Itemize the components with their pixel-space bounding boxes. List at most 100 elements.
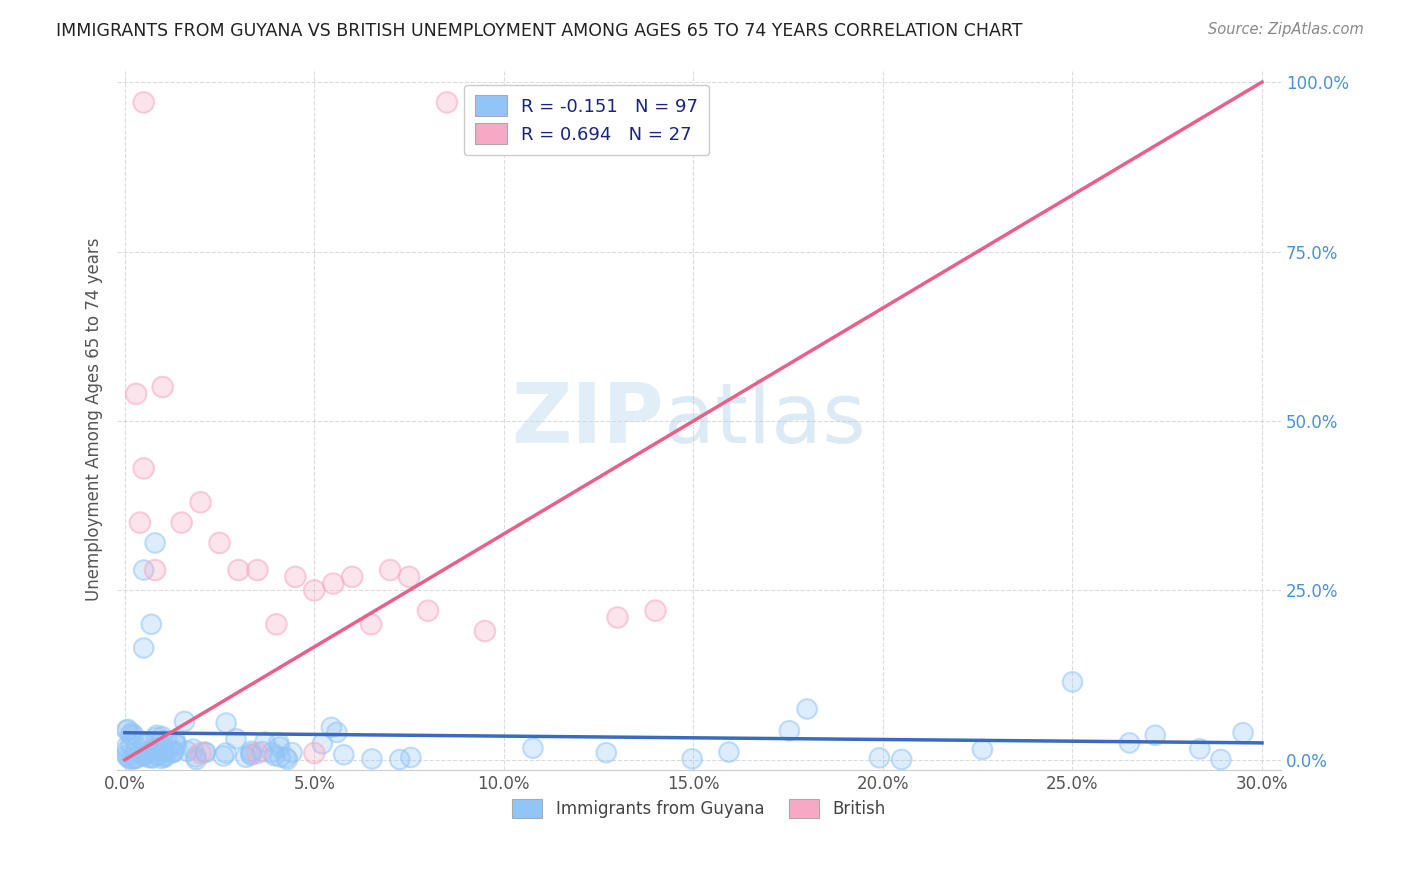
Point bbox=[125, 751, 148, 765]
Point bbox=[225, 731, 247, 746]
Point bbox=[181, 742, 204, 756]
Point bbox=[156, 733, 179, 747]
Point bbox=[321, 720, 343, 734]
Point bbox=[246, 563, 269, 577]
Point bbox=[145, 731, 167, 745]
Point bbox=[120, 752, 142, 766]
Point bbox=[253, 735, 276, 749]
Point bbox=[284, 570, 307, 584]
Point bbox=[796, 702, 818, 716]
Point bbox=[326, 725, 349, 739]
Point bbox=[152, 742, 174, 756]
Point bbox=[132, 640, 155, 655]
Point bbox=[215, 716, 238, 731]
Point bbox=[250, 745, 273, 759]
Point bbox=[360, 617, 382, 632]
Point bbox=[125, 740, 148, 755]
Point bbox=[146, 747, 169, 762]
Point bbox=[125, 387, 148, 401]
Point bbox=[148, 737, 170, 751]
Point bbox=[398, 570, 420, 584]
Point bbox=[165, 733, 187, 747]
Point bbox=[361, 752, 384, 766]
Point bbox=[263, 748, 285, 763]
Point bbox=[436, 95, 458, 110]
Point bbox=[240, 744, 263, 758]
Point bbox=[132, 748, 155, 763]
Point bbox=[166, 738, 188, 752]
Point bbox=[1118, 736, 1140, 750]
Point bbox=[304, 583, 326, 598]
Point bbox=[1118, 736, 1140, 750]
Point bbox=[125, 387, 148, 401]
Point bbox=[595, 746, 617, 760]
Point bbox=[150, 751, 173, 765]
Point bbox=[778, 723, 800, 738]
Text: atlas: atlas bbox=[664, 379, 866, 459]
Point bbox=[260, 746, 283, 760]
Point bbox=[184, 750, 207, 764]
Point bbox=[115, 723, 138, 738]
Point bbox=[186, 752, 208, 766]
Point bbox=[121, 752, 143, 766]
Point bbox=[141, 617, 163, 632]
Point bbox=[972, 742, 994, 756]
Point bbox=[152, 746, 174, 760]
Point bbox=[321, 720, 343, 734]
Point bbox=[134, 748, 156, 763]
Point bbox=[156, 733, 179, 747]
Point bbox=[117, 750, 139, 764]
Point bbox=[436, 95, 458, 110]
Point bbox=[215, 746, 238, 760]
Point bbox=[796, 702, 818, 716]
Point bbox=[522, 741, 544, 756]
Point bbox=[132, 461, 155, 475]
Point bbox=[120, 728, 142, 742]
Text: IMMIGRANTS FROM GUYANA VS BRITISH UNEMPLOYMENT AMONG AGES 65 TO 74 YEARS CORRELA: IMMIGRANTS FROM GUYANA VS BRITISH UNEMPL… bbox=[56, 22, 1022, 40]
Point bbox=[150, 730, 173, 744]
Point bbox=[1062, 674, 1084, 689]
Point bbox=[1144, 728, 1167, 742]
Point bbox=[474, 624, 496, 638]
Point bbox=[399, 750, 422, 764]
Point bbox=[132, 563, 155, 577]
Point bbox=[360, 617, 382, 632]
Point bbox=[136, 746, 159, 760]
Point bbox=[190, 746, 212, 760]
Point bbox=[606, 610, 628, 624]
Point bbox=[162, 745, 184, 759]
Point bbox=[131, 746, 153, 760]
Point bbox=[281, 746, 304, 760]
Point bbox=[132, 748, 155, 763]
Point bbox=[778, 723, 800, 738]
Point bbox=[644, 604, 666, 618]
Point bbox=[228, 563, 250, 577]
Point bbox=[148, 737, 170, 751]
Point bbox=[135, 737, 157, 751]
Point bbox=[117, 723, 139, 737]
Point bbox=[266, 617, 288, 632]
Point bbox=[134, 748, 156, 763]
Y-axis label: Unemployment Among Ages 65 to 74 years: Unemployment Among Ages 65 to 74 years bbox=[86, 237, 103, 601]
Point bbox=[311, 737, 333, 751]
Point bbox=[250, 745, 273, 759]
Point bbox=[143, 563, 166, 577]
Point bbox=[173, 714, 195, 729]
Point bbox=[1062, 674, 1084, 689]
Point bbox=[115, 739, 138, 754]
Point bbox=[131, 746, 153, 760]
Point bbox=[115, 723, 138, 738]
Point bbox=[132, 461, 155, 475]
Point bbox=[165, 733, 187, 747]
Point bbox=[388, 752, 411, 766]
Point bbox=[162, 745, 184, 759]
Point bbox=[246, 746, 269, 760]
Point bbox=[681, 752, 703, 766]
Point bbox=[326, 725, 349, 739]
Point bbox=[146, 741, 169, 756]
Point bbox=[522, 741, 544, 756]
Point bbox=[152, 746, 174, 760]
Point bbox=[132, 748, 155, 763]
Point bbox=[135, 737, 157, 751]
Point bbox=[124, 751, 146, 765]
